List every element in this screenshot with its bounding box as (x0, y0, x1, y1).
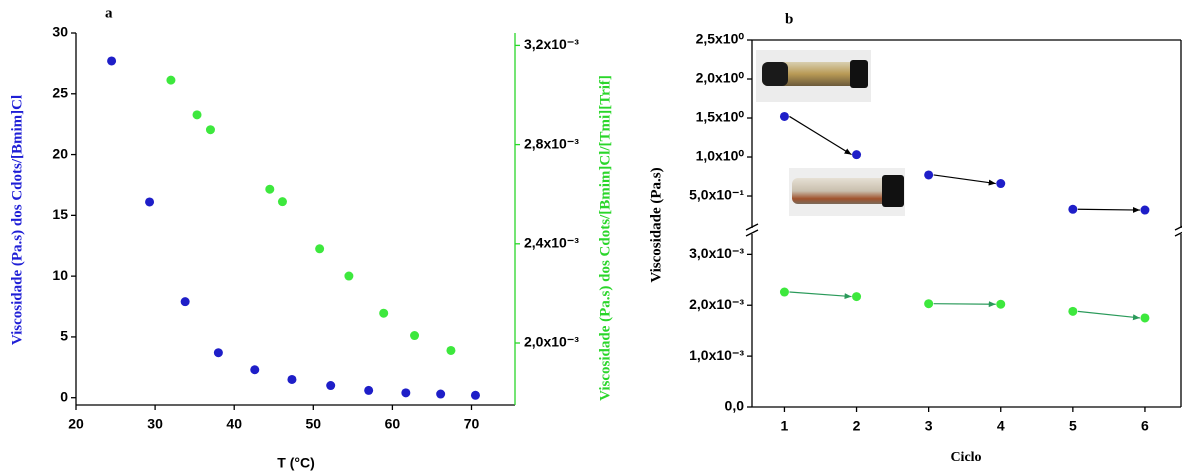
y-tick-label: 5,0x10⁻¹ (689, 187, 744, 203)
point (924, 299, 934, 309)
photo (756, 50, 871, 102)
y-tick-label: 30 (52, 24, 68, 40)
x-tick-label: 3 (925, 418, 933, 434)
y-tick-label: 1,0x10⁻³ (689, 347, 744, 363)
point (1068, 204, 1078, 214)
x-tick-label: 40 (226, 416, 242, 432)
y-tick-label: 10 (52, 267, 68, 283)
point (265, 184, 275, 194)
y-tick-label: 0,0 (725, 398, 745, 414)
point (401, 388, 411, 398)
photo (789, 168, 905, 216)
point (996, 299, 1006, 309)
axis-break (1174, 231, 1182, 237)
point (107, 56, 117, 66)
arrow (789, 115, 852, 156)
arrow (1077, 310, 1141, 321)
axis-break (745, 223, 759, 231)
x-tick-label: 50 (306, 416, 322, 432)
y-tick-label: 0 (60, 388, 68, 404)
x-tick-label: 20 (68, 416, 84, 432)
y-axis-label: Viscosidade (Pa.s) dos Cdots/[Bmim]Cl (9, 95, 25, 345)
y-tick-label: 15 (52, 206, 68, 222)
y-axis-label: Viscosidade (Pa.s) (648, 167, 664, 282)
point (379, 308, 389, 318)
point (436, 389, 446, 399)
point (344, 271, 354, 281)
x-axis-label: T (°C) (277, 455, 314, 471)
y-tick-label: 2,0x10⁰ (696, 70, 745, 86)
point (1140, 313, 1150, 323)
arrow (933, 174, 996, 186)
point (166, 75, 176, 85)
point (213, 348, 223, 358)
y-tick-label: 5 (60, 328, 68, 344)
point (250, 365, 260, 375)
point (779, 287, 789, 297)
point (1068, 306, 1078, 316)
point (145, 197, 155, 207)
x-tick-label: 1 (781, 418, 789, 434)
point (996, 179, 1006, 189)
arrow (1077, 206, 1140, 213)
y2-tick-label: 2,4x10⁻³ (524, 235, 579, 251)
x-tick-label: 2 (853, 418, 861, 434)
y-tick-label: 2,0x10⁻³ (689, 296, 744, 312)
y-tick-label: 1,0x10⁰ (696, 148, 745, 164)
arrow (789, 291, 852, 300)
x-tick-label: 30 (147, 416, 163, 432)
point (180, 297, 190, 307)
point (315, 244, 325, 254)
axis-break (745, 229, 759, 237)
point (470, 390, 480, 400)
y-tick-label: 2,5x10⁰ (696, 31, 745, 47)
y-tick-label: 1,5x10⁰ (696, 109, 745, 125)
y2-tick-label: 2,8x10⁻³ (524, 135, 579, 151)
point (287, 374, 297, 384)
point (205, 125, 215, 135)
x-tick-label: 5 (1069, 418, 1077, 434)
point (446, 345, 456, 355)
point (852, 292, 862, 302)
y-tick-label: 3,0x10⁻³ (689, 245, 744, 261)
point (326, 381, 336, 391)
point (364, 385, 374, 395)
point (410, 331, 420, 341)
y-tick-label: 20 (52, 145, 68, 161)
point (924, 170, 934, 180)
y2-tick-label: 2,0x10⁻³ (524, 334, 579, 350)
y2-tick-label: 3,2x10⁻³ (524, 36, 579, 52)
x-axis-label: Ciclo (950, 450, 981, 465)
chart-title: a (105, 5, 113, 21)
point (852, 150, 862, 160)
x-tick-label: 70 (464, 416, 480, 432)
x-tick-label: 60 (385, 416, 401, 432)
chart-title: b (785, 11, 793, 27)
point (1140, 205, 1150, 215)
point (192, 110, 202, 120)
y-tick-label: 25 (52, 84, 68, 100)
x-tick-label: 6 (1141, 418, 1149, 434)
axis-break (1174, 225, 1182, 231)
point (277, 197, 287, 207)
y2-axis-label: Viscosidade (Pa.s) dos Cdots/[Bmim]Cl/[T… (597, 75, 613, 401)
x-tick-label: 4 (997, 418, 1005, 434)
arrow (933, 301, 996, 308)
point (779, 111, 789, 121)
